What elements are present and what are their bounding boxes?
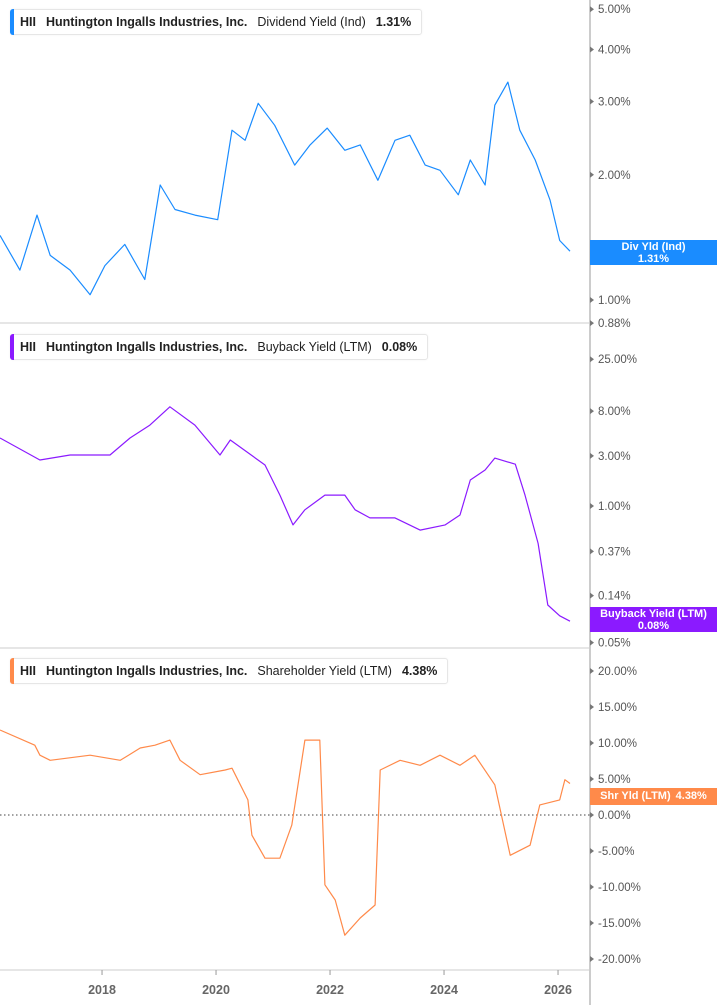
legend-metric: Dividend Yield (Ind) (257, 15, 366, 29)
y-tick-label: 0.37% (598, 546, 631, 558)
y-tick-mark (590, 740, 594, 746)
x-tick-label: 2020 (202, 983, 230, 997)
last-value-tag-dividend: Div Yld (Ind) 1.31% (590, 240, 717, 265)
tag-value: 0.08% (637, 620, 670, 632)
legend-shareholder-yield: HII Huntington Ingalls Industries, Inc. … (10, 658, 449, 684)
last-value-tag-buyback: Buyback Yield (LTM) 0.08% (590, 607, 717, 632)
y-tick-mark (590, 548, 594, 555)
legend-ticker: HII (20, 15, 36, 29)
legend-ticker: HII (20, 664, 36, 678)
y-tick-label: 0.88% (598, 318, 631, 330)
y-tick-label: 4.00% (598, 45, 631, 57)
y-tick-label: 3.00% (598, 451, 631, 463)
legend-ticker: HII (20, 340, 36, 354)
tag-label: Buyback Yield (LTM) (600, 608, 707, 620)
y-tick-mark (590, 6, 594, 13)
y-tick-label: 8.00% (598, 406, 631, 418)
y-tick-mark (590, 884, 594, 890)
y-tick-mark (590, 297, 594, 303)
legend-value: 0.08% (381, 340, 418, 354)
legend-metric: Buyback Yield (LTM) (257, 340, 372, 354)
y-tick-mark (590, 452, 594, 459)
x-tick-label: 2026 (544, 983, 572, 997)
y-tick-mark (590, 408, 594, 415)
y-tick-mark (590, 956, 594, 962)
legend-company: Huntington Ingalls Industries, Inc. (45, 664, 248, 678)
legend-value: 1.31% (375, 15, 412, 29)
legend-color-bar (10, 9, 14, 35)
x-tick-label: 2024 (430, 983, 458, 997)
y-tick-mark (590, 704, 594, 710)
tag-label: Div Yld (Ind) (621, 241, 686, 253)
y-tick-label: 0.14% (598, 591, 631, 603)
y-tick-label: 5.00% (598, 4, 631, 16)
y-tick-label: -5.00% (598, 846, 634, 858)
legend-buyback-yield: HII Huntington Ingalls Industries, Inc. … (10, 334, 429, 360)
tag-value: 1.31% (637, 253, 670, 265)
y-tick-mark (590, 320, 594, 327)
y-tick-label: 10.00% (598, 738, 637, 750)
series-line-2 (0, 406, 571, 622)
legend-company: Huntington Ingalls Industries, Inc. (45, 340, 248, 354)
y-tick-mark (590, 46, 594, 53)
tag-label: Shr Yld (LTM) (600, 790, 671, 802)
y-tick-mark (590, 356, 594, 363)
y-tick-label: 25.00% (598, 354, 637, 366)
y-tick-mark (590, 98, 594, 105)
y-tick-label: 2.00% (598, 170, 631, 182)
series-line-3 (0, 729, 571, 936)
y-tick-mark (590, 920, 594, 926)
y-tick-mark (590, 812, 594, 818)
y-tick-label: 0.05% (598, 638, 631, 650)
y-tick-label: 15.00% (598, 702, 637, 714)
legend-company: Huntington Ingalls Industries, Inc. (45, 15, 248, 29)
y-tick-mark (590, 171, 594, 178)
y-tick-label: 3.00% (598, 97, 631, 109)
series-line-1 (0, 81, 571, 296)
legend-value: 4.38% (401, 664, 438, 678)
y-tick-label: -20.00% (598, 954, 641, 966)
y-tick-mark (590, 848, 594, 854)
legend-metric: Shareholder Yield (LTM) (257, 664, 392, 678)
y-tick-mark (590, 776, 594, 782)
legend-color-bar (10, 658, 14, 684)
y-tick-mark (590, 503, 594, 509)
tag-value: 4.38% (675, 790, 707, 802)
y-tick-mark (590, 668, 594, 674)
y-tick-label: 1.00% (598, 295, 631, 307)
y-tick-label: -15.00% (598, 918, 641, 930)
y-tick-label: 0.00% (598, 810, 631, 822)
x-tick-label: 2022 (316, 983, 344, 997)
y-tick-label: 20.00% (598, 666, 637, 678)
y-tick-mark (590, 592, 594, 599)
y-tick-label: -10.00% (598, 882, 641, 894)
y-tick-label: 5.00% (598, 774, 631, 786)
last-value-tag-shareholder: Shr Yld (LTM) 4.38% (590, 788, 717, 805)
legend-dividend-yield: HII Huntington Ingalls Industries, Inc. … (10, 9, 423, 35)
x-tick-label: 2018 (88, 983, 116, 997)
y-tick-label: 1.00% (598, 501, 631, 513)
legend-color-bar (10, 334, 14, 360)
y-tick-mark (590, 639, 594, 646)
